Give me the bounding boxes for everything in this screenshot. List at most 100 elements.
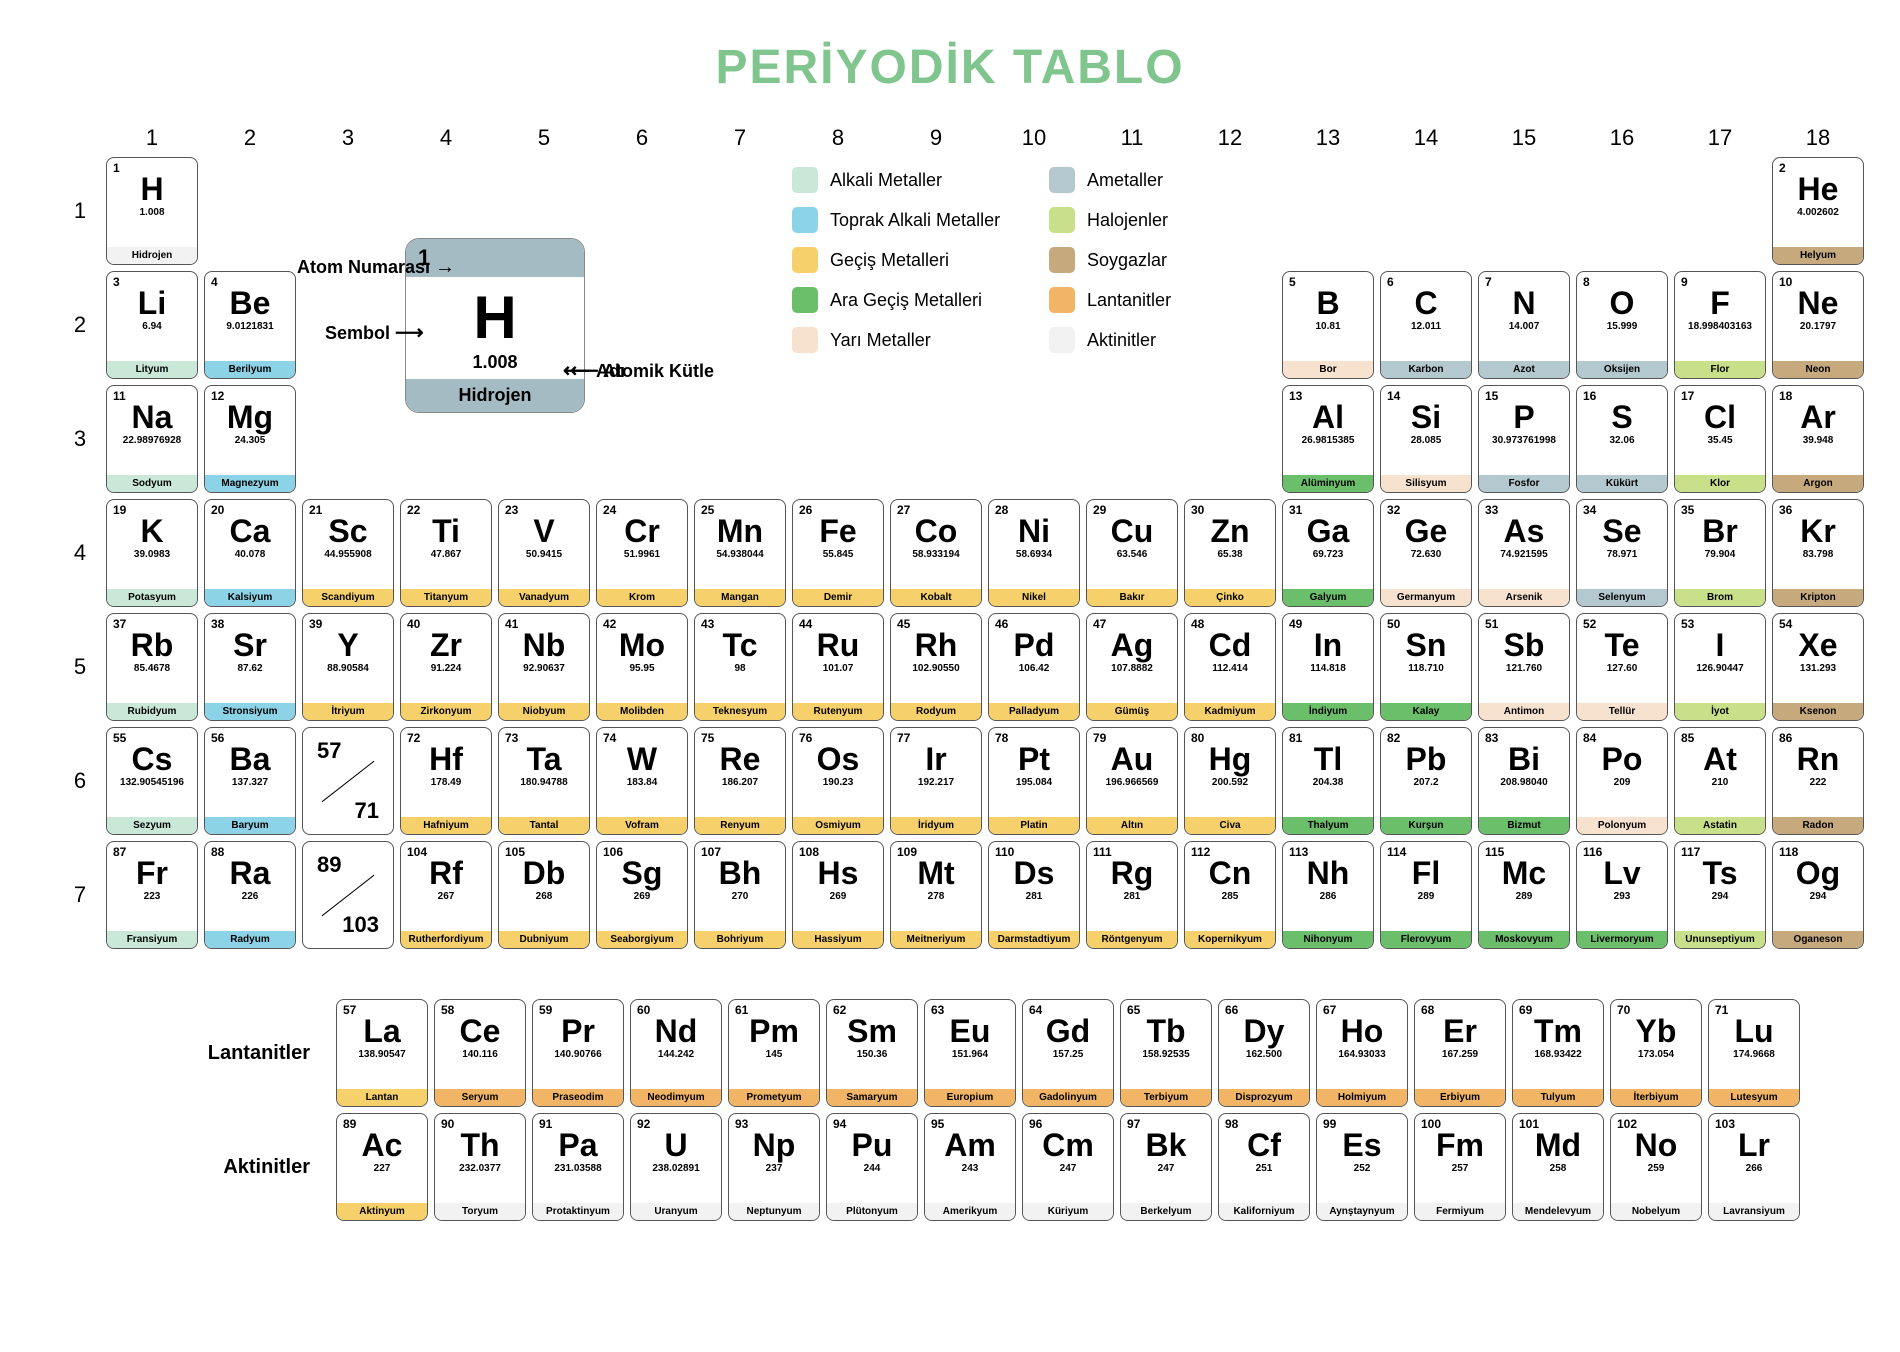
atomic-mass: 74.921595 xyxy=(1479,549,1569,560)
atomic-mass: 195.084 xyxy=(989,777,1079,788)
element-name: Krom xyxy=(597,589,687,606)
element-name: Nobelyum xyxy=(1611,1203,1701,1220)
atomic-mass: 95.95 xyxy=(597,663,687,674)
element-cell: 76Os190.23Osmiyum xyxy=(792,727,884,835)
key-label-number: Atom Numarası → xyxy=(295,256,455,279)
legend-label: Soygazlar xyxy=(1087,250,1167,271)
atomic-mass: 286 xyxy=(1283,891,1373,902)
atomic-mass: 79.904 xyxy=(1675,549,1765,560)
atomic-mass: 12.011 xyxy=(1381,321,1471,332)
element-symbol: Fl xyxy=(1381,857,1471,889)
atomic-mass: 98 xyxy=(695,663,785,674)
element-symbol: Rh xyxy=(891,629,981,661)
atomic-mass: 137.327 xyxy=(205,777,295,788)
atomic-mass: 270 xyxy=(695,891,785,902)
atomic-mass: 40.078 xyxy=(205,549,295,560)
atomic-mass: 207.2 xyxy=(1381,777,1471,788)
atomic-mass: 167.259 xyxy=(1415,1049,1505,1060)
atomic-mass: 121.760 xyxy=(1479,663,1569,674)
element-name: Astatin xyxy=(1675,817,1765,834)
element-cell: 106Sg269Seaborgiyum xyxy=(596,841,688,949)
element-symbol: Nb xyxy=(499,629,589,661)
element-name: Lutesyum xyxy=(1709,1089,1799,1106)
element-cell: 61Pm145Prometyum xyxy=(728,999,820,1107)
period-label: 4 xyxy=(60,499,100,607)
atomic-mass: 22.98976928 xyxy=(107,435,197,446)
atomic-mass: 144.242 xyxy=(631,1049,721,1060)
element-symbol: U xyxy=(631,1129,721,1161)
atomic-mass: 151.964 xyxy=(925,1049,1015,1060)
page-title: PERİYODİK TABLO xyxy=(60,40,1840,95)
element-symbol: Ti xyxy=(401,515,491,547)
element-name: Gümüş xyxy=(1087,703,1177,720)
element-symbol: Pa xyxy=(533,1129,623,1161)
element-cell: 11Na22.98976928Sodyum xyxy=(106,385,198,493)
element-name: Altın xyxy=(1087,817,1177,834)
element-symbol: Mt xyxy=(891,857,981,889)
element-name: Çinko xyxy=(1185,589,1275,606)
legend-swatch xyxy=(1049,327,1075,353)
element-name: Tellür xyxy=(1577,703,1667,720)
atomic-mass: 231.03588 xyxy=(533,1163,623,1174)
element-symbol: Co xyxy=(891,515,981,547)
element-name: Kükürt xyxy=(1577,475,1667,492)
element-symbol: Ga xyxy=(1283,515,1373,547)
element-symbol: Bk xyxy=(1121,1129,1211,1161)
element-symbol: Tb xyxy=(1121,1015,1211,1047)
legend-item: Ara Geçiş Metalleri xyxy=(792,287,1019,313)
element-cell: 77Ir192.217İridyum xyxy=(890,727,982,835)
element-cell: 103Lr266Lavransiyum xyxy=(1708,1113,1800,1221)
legend-label: Ara Geçiş Metalleri xyxy=(830,290,982,311)
group-label: 3 xyxy=(302,125,394,151)
element-symbol: Be xyxy=(205,287,295,319)
element-name: Gadolinyum xyxy=(1023,1089,1113,1106)
element-symbol: Eu xyxy=(925,1015,1015,1047)
element-symbol: At xyxy=(1675,743,1765,775)
element-symbol: Rb xyxy=(107,629,197,661)
element-symbol: Kr xyxy=(1773,515,1863,547)
period-label: 5 xyxy=(60,613,100,721)
element-symbol: Ta xyxy=(499,743,589,775)
element-cell: 75Re186.207Renyum xyxy=(694,727,786,835)
element-name: Bor xyxy=(1283,361,1373,378)
atomic-mass: 58.933194 xyxy=(891,549,981,560)
element-name: Livermoryum xyxy=(1577,931,1667,948)
atomic-mass: 209 xyxy=(1577,777,1667,788)
period-label: 1 xyxy=(60,157,100,265)
atomic-mass: 281 xyxy=(989,891,1079,902)
group-label: 5 xyxy=(498,125,590,151)
atomic-mass: 58.6934 xyxy=(989,549,1079,560)
element-name: Alüminyum xyxy=(1283,475,1373,492)
element-name: Plütonyum xyxy=(827,1203,917,1220)
element-symbol: Pr xyxy=(533,1015,623,1047)
key-mass: 1.008 xyxy=(406,352,584,379)
element-cell: 110Ds281Darmstadtiyum xyxy=(988,841,1080,949)
element-cell: 72Hf178.49Hafniyum xyxy=(400,727,492,835)
element-cell: 43Tc98Teknesyum xyxy=(694,613,786,721)
element-cell: 69Tm168.93422Tulyum xyxy=(1512,999,1604,1107)
element-symbol: Ir xyxy=(891,743,981,775)
atomic-mass: 15.999 xyxy=(1577,321,1667,332)
element-symbol: Np xyxy=(729,1129,819,1161)
element-name: Platin xyxy=(989,817,1079,834)
atomic-mass: 69.723 xyxy=(1283,549,1373,560)
element-cell: 82Pb207.2Kurşun xyxy=(1380,727,1472,835)
element-name: Bakır xyxy=(1087,589,1177,606)
element-symbol: Hf xyxy=(401,743,491,775)
element-cell: 35Br79.904Brom xyxy=(1674,499,1766,607)
element-cell: 39Y88.90584İtriyum xyxy=(302,613,394,721)
element-symbol: Re xyxy=(695,743,785,775)
atomic-mass: 140.90766 xyxy=(533,1049,623,1060)
legend-item: Geçiş Metalleri xyxy=(792,247,1019,273)
element-name: Seaborgiyum xyxy=(597,931,687,948)
element-symbol: Ho xyxy=(1317,1015,1407,1047)
element-cell: 89Ac227Aktinyum xyxy=(336,1113,428,1221)
atomic-mass: 293 xyxy=(1577,891,1667,902)
element-name: İndiyum xyxy=(1283,703,1373,720)
legend-item: Soygazlar xyxy=(1049,247,1276,273)
atomic-mass: 102.90550 xyxy=(891,663,981,674)
element-name: Azot xyxy=(1479,361,1569,378)
element-cell: 21Sc44.955908Scandiyum xyxy=(302,499,394,607)
key-symbol: H xyxy=(406,277,584,352)
element-name: Sodyum xyxy=(107,475,197,492)
